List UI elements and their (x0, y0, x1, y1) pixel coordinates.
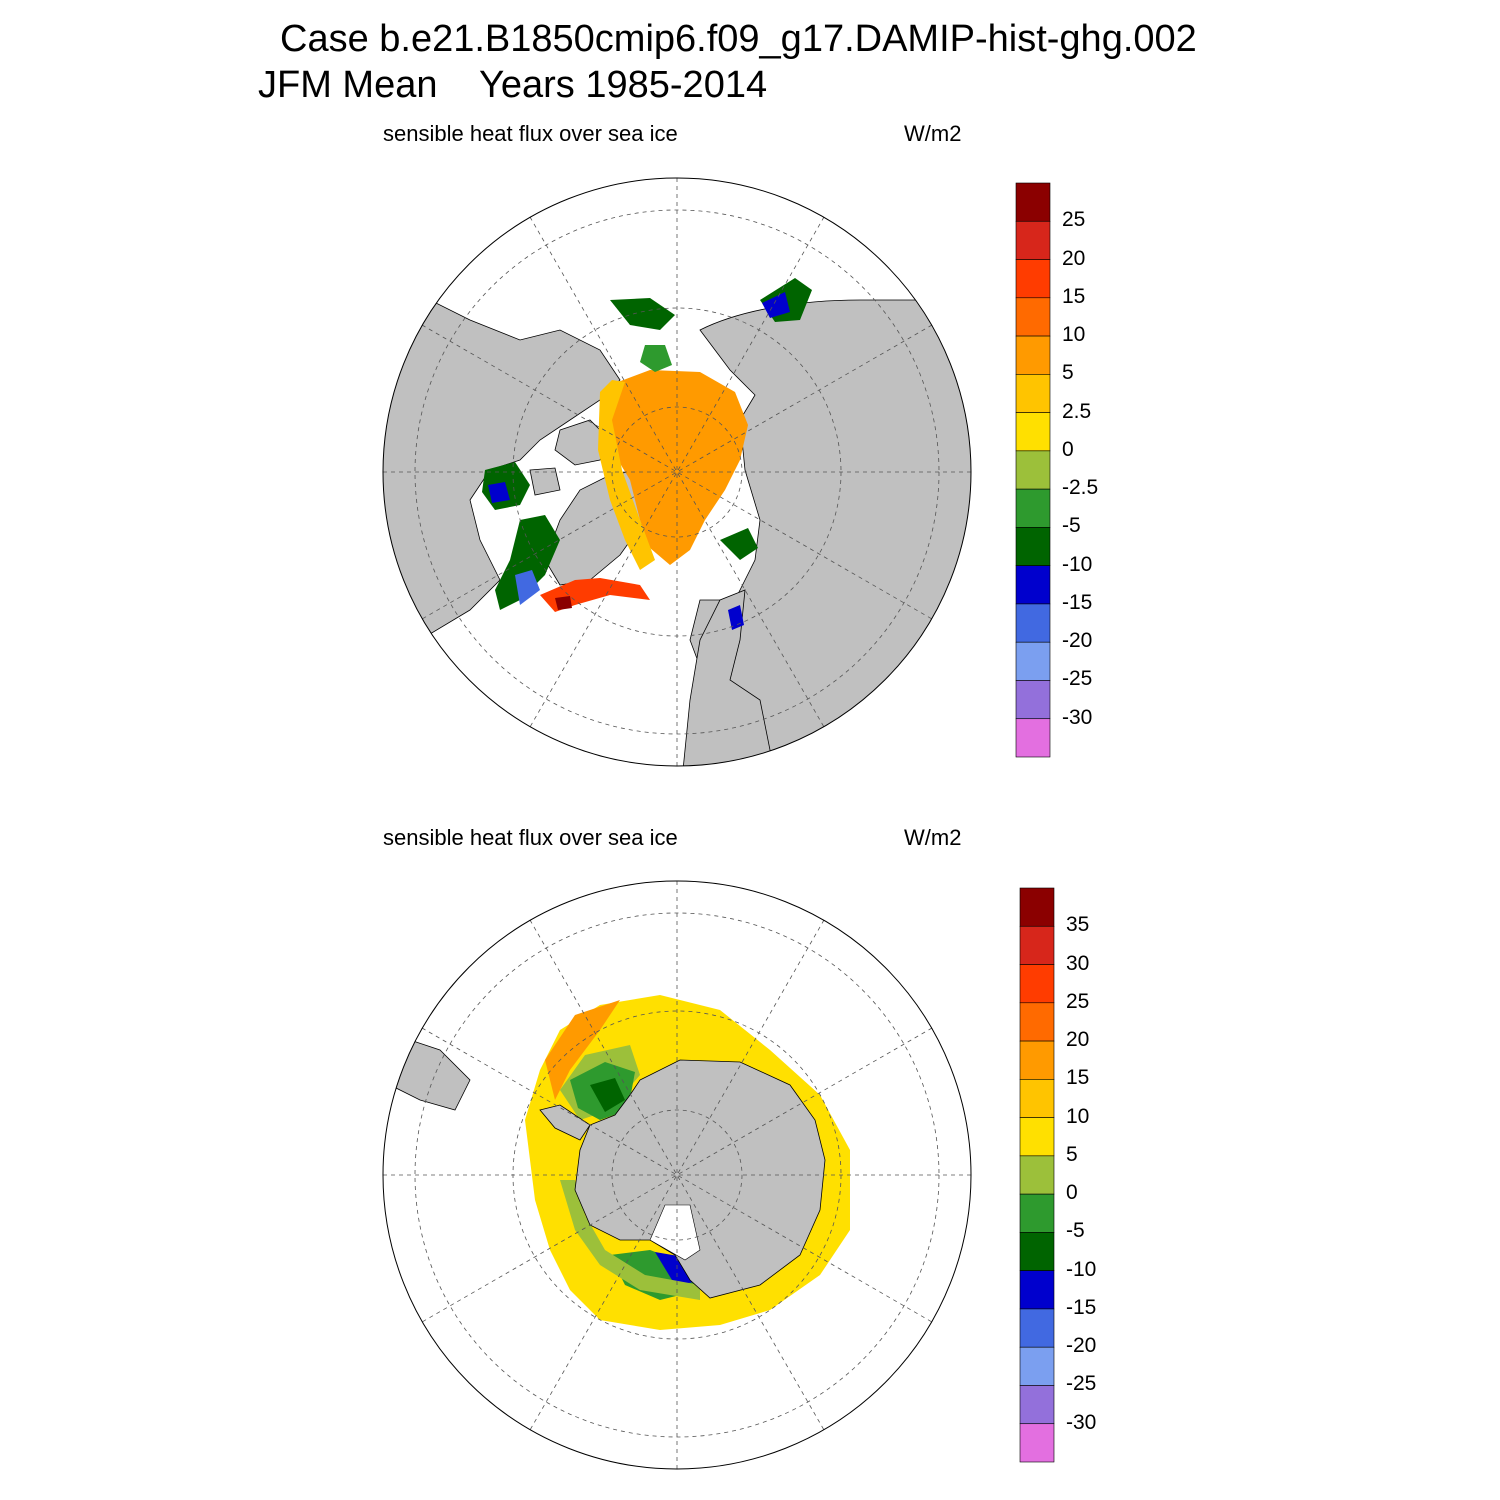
colorbar-tick-label: 2.5 (1062, 399, 1092, 423)
colorbar-tick-label: 20 (1066, 1028, 1090, 1052)
north-ice-hotspot (555, 596, 572, 610)
colorbar-tick-label: 0 (1062, 437, 1074, 461)
north-colorbar (1015, 182, 1051, 758)
south-land-antarctica (574, 1059, 826, 1299)
colorbar-swatch (1019, 1117, 1055, 1157)
colorbar-swatch (1015, 412, 1051, 452)
north-ice-margin-yellow (598, 380, 655, 570)
colorbar-swatch (1019, 925, 1055, 965)
colorbar-swatch (1015, 450, 1051, 490)
colorbar-swatch (1019, 1193, 1055, 1233)
colorbar-swatch (1019, 1423, 1055, 1463)
north-ice-siberian-margin (640, 345, 672, 372)
colorbar-tick-label: -2.5 (1062, 476, 1099, 500)
colorbar-tick-label: 10 (1062, 323, 1086, 347)
colorbar-tick-label: 30 (1066, 951, 1090, 975)
colorbar-tick-label: -15 (1062, 590, 1093, 614)
north-graticule (383, 178, 971, 766)
colorbar-tick-label: -5 (1066, 1219, 1085, 1243)
colorbar-swatch (1019, 964, 1055, 1004)
south-panel-label: sensible heat flux over sea ice (383, 825, 678, 850)
colorbar-swatch (1019, 1270, 1055, 1310)
colorbar-tick-label: -30 (1062, 705, 1093, 729)
colorbar-swatch (1015, 603, 1051, 643)
south-polar-map (382, 880, 972, 1470)
colorbar-tick-label: 35 (1066, 913, 1090, 937)
north-land-archipelago (529, 419, 611, 496)
colorbar-tick-label: -30 (1066, 1410, 1097, 1434)
colorbar-tick-label: 25 (1062, 208, 1086, 232)
north-ice-okhotsk-blue (762, 292, 790, 318)
colorbar-tick-label: -20 (1066, 1334, 1097, 1358)
colorbar-swatch (1015, 182, 1051, 222)
colorbar-swatch (1015, 374, 1051, 413)
colorbar-swatch (1015, 565, 1051, 605)
colorbar-tick-label: 10 (1066, 1104, 1090, 1128)
colorbar-swatch (1015, 259, 1051, 299)
south-ice-weddell-dark (590, 1078, 625, 1112)
colorbar-swatch (1019, 1155, 1055, 1195)
colorbar-swatch (1015, 641, 1051, 681)
figure-title-case: Case b.e21.B1850cmip6.f09_g17.DAMIP-hist… (280, 18, 1197, 60)
colorbar-swatch (1015, 488, 1051, 528)
south-ice-ring-orange (545, 1000, 620, 1100)
north-ice-barents (720, 528, 758, 560)
north-ice-bering (610, 298, 675, 330)
north-land-scandinavia (679, 589, 781, 766)
colorbar-swatch (1015, 335, 1051, 375)
colorbar-swatch (1019, 1346, 1055, 1386)
south-ice-amundsen-green (560, 1180, 700, 1300)
colorbar-tick-label: -10 (1066, 1257, 1097, 1281)
colorbar-swatch (1019, 1232, 1055, 1271)
colorbar-tick-label: 0 (1066, 1181, 1078, 1205)
colorbar-tick-label: -5 (1062, 514, 1081, 538)
south-graticule (383, 881, 971, 1469)
colorbar-swatch (1015, 680, 1051, 720)
colorbar-tick-label: 15 (1062, 284, 1086, 308)
south-colorbar (1019, 887, 1055, 1463)
colorbar-tick-label: 20 (1062, 246, 1086, 270)
north-panel-units: W/m2 (904, 121, 962, 146)
season-label: JFM Mean (258, 64, 438, 106)
north-panel-label: sensible heat flux over sea ice (383, 121, 678, 146)
colorbar-swatch (1019, 1002, 1055, 1042)
north-ice-labrador-blue (515, 570, 540, 605)
north-ice-baffin (495, 515, 560, 610)
colorbar-swatch (1019, 1040, 1055, 1080)
colorbar-swatch (1019, 1385, 1055, 1425)
colorbar-tick-label: 5 (1062, 361, 1074, 385)
colorbar-swatch (1015, 220, 1051, 260)
colorbar-tick-label: -25 (1066, 1372, 1097, 1396)
colorbar-tick-label: -10 (1062, 552, 1093, 576)
colorbar-tick-label: -20 (1062, 629, 1093, 653)
colorbar-swatch (1019, 1308, 1055, 1348)
colorbar-swatch (1015, 527, 1051, 566)
colorbar-swatch (1019, 887, 1055, 927)
figure-title-period: JFM Mean Years 1985-2014 (258, 64, 767, 107)
colorbar-tick-label: 25 (1066, 989, 1090, 1013)
north-polar-map (382, 177, 972, 767)
south-ice-shelf-ross (649, 1204, 701, 1261)
south-panel-units: W/m2 (904, 825, 962, 850)
north-ice-hudson-blue (488, 482, 510, 503)
colorbar-tick-label: 5 (1066, 1142, 1078, 1166)
colorbar-swatch (1019, 1079, 1055, 1118)
colorbar-swatch (1015, 297, 1051, 337)
colorbar-tick-label: -15 (1066, 1295, 1097, 1319)
colorbar-tick-label: 15 (1066, 1066, 1090, 1090)
colorbar-swatch (1015, 718, 1051, 758)
colorbar-tick-label: -25 (1062, 667, 1093, 691)
years-label: Years 1985-2014 (479, 64, 768, 106)
